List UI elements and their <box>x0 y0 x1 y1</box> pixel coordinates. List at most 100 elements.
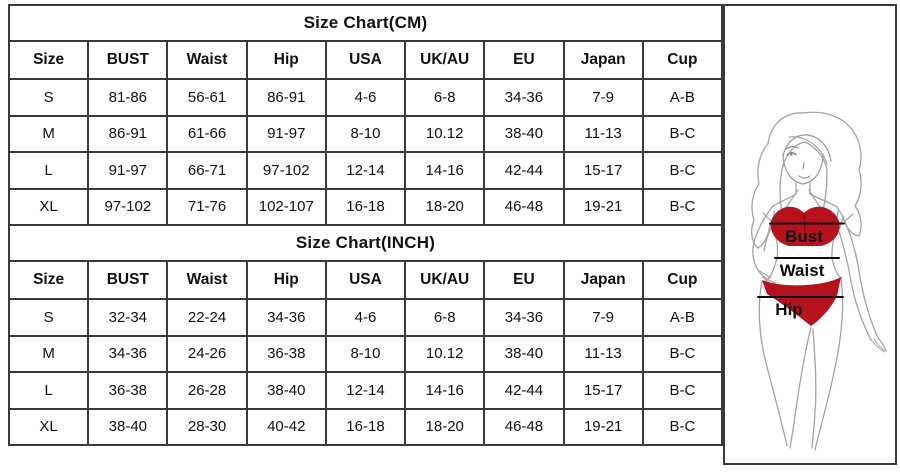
hip-label: Hip <box>775 300 802 319</box>
value-cell: 91-97 <box>245 114 327 153</box>
header-cell-waist: Waist <box>166 40 248 80</box>
value-cell: 97-102 <box>245 151 327 190</box>
size-cell: S <box>7 298 90 337</box>
value-cell: 26-28 <box>166 371 248 410</box>
table-row-l: L 36-38 26-28 38-40 12-14 14-16 42-44 15-17 B-C <box>7 371 724 410</box>
size-cell: M <box>7 334 90 373</box>
value-cell: 7-9 <box>562 78 644 117</box>
value-cell: 36-38 <box>245 334 327 373</box>
value-cell: 14-16 <box>404 371 486 410</box>
value-cell: 14-16 <box>404 151 486 190</box>
value-cell: A-B <box>641 298 724 337</box>
value-cell: 32-34 <box>87 298 169 337</box>
woman-figure-illustration: Bust Waist Hip <box>751 111 887 451</box>
size-cell: M <box>7 114 90 153</box>
value-cell: B-C <box>641 151 724 190</box>
value-cell: 16-18 <box>324 407 407 446</box>
value-cell: 12-14 <box>324 371 407 410</box>
value-cell: 8-10 <box>324 114 407 153</box>
value-cell: B-C <box>641 187 724 226</box>
value-cell: 15-17 <box>562 151 644 190</box>
value-cell: 34-36 <box>245 298 327 337</box>
inch-table-body: S 32-34 22-24 34-36 4-6 6-8 34-36 7-9 A-B M 34-36 2… <box>7 298 724 446</box>
bikini-top: Bust <box>762 189 854 246</box>
value-cell: 40-42 <box>245 407 327 446</box>
value-cell: B-C <box>641 407 724 446</box>
value-cell: 18-20 <box>404 407 486 446</box>
value-cell: 56-61 <box>166 78 248 117</box>
value-cell: B-C <box>641 334 724 373</box>
header-cell-usa: USA <box>324 260 407 300</box>
cm-table-body: S 81-86 56-61 86-91 4-6 6-8 34-36 7-9 A-B M 86-91 6… <box>7 78 724 226</box>
value-cell: 12-14 <box>324 151 407 190</box>
value-cell: 46-48 <box>483 187 565 226</box>
header-cell-hip: Hip <box>245 260 327 300</box>
inch-table-title: Size Chart(INCH) <box>8 224 723 262</box>
header-cell-japan: Japan <box>562 40 644 80</box>
value-cell: 86-91 <box>245 78 327 117</box>
value-cell: 38-40 <box>87 407 169 446</box>
value-cell: 36-38 <box>87 371 169 410</box>
cm-title-row: Size Chart(CM) <box>8 4 723 42</box>
value-cell: 4-6 <box>324 298 407 337</box>
size-cell: XL <box>7 187 90 226</box>
value-cell: 24-26 <box>166 334 248 373</box>
cm-header-row: Size BUST Waist Hip USA UK/AU EU Japan Cup <box>7 40 724 80</box>
header-cell-bust: BUST <box>87 40 169 80</box>
value-cell: 19-21 <box>562 407 644 446</box>
value-cell: 22-24 <box>166 298 248 337</box>
value-cell: 8-10 <box>324 334 407 373</box>
size-tables-area: Size Chart(CM) Size BUST Waist Hip USA UK/AU E… <box>7 4 724 446</box>
header-cell-size: Size <box>7 40 90 80</box>
cm-table-title: Size Chart(CM) <box>8 4 723 42</box>
value-cell: 6-8 <box>404 298 486 337</box>
value-cell: 16-18 <box>324 187 407 226</box>
value-cell: A-B <box>641 78 724 117</box>
value-cell: 7-9 <box>562 298 644 337</box>
value-cell: 66-71 <box>166 151 248 190</box>
value-cell: 19-21 <box>562 187 644 226</box>
value-cell: 10.12 <box>404 334 486 373</box>
size-chart-inch-table: Size Chart(INCH) Size BUST Waist Hip USA UK/A… <box>7 224 724 446</box>
size-cell: XL <box>7 407 90 446</box>
value-cell: 11-13 <box>562 114 644 153</box>
value-cell: 38-40 <box>483 114 565 153</box>
size-cell: L <box>7 151 90 190</box>
table-row-l: L 91-97 66-71 97-102 12-14 14-16 42-44 15-17 B-C <box>7 151 724 190</box>
waist-measure: Waist <box>774 257 840 280</box>
header-cell-cup: Cup <box>641 260 724 300</box>
bikini-bottom-shape <box>762 277 841 326</box>
value-cell: 28-30 <box>166 407 248 446</box>
value-cell: 71-76 <box>166 187 248 226</box>
value-cell: 38-40 <box>245 371 327 410</box>
value-cell: 34-36 <box>483 298 565 337</box>
inch-title-row: Size Chart(INCH) <box>8 224 723 262</box>
size-cell: L <box>7 371 90 410</box>
header-cell-eu: EU <box>483 260 565 300</box>
value-cell: 97-102 <box>87 187 169 226</box>
value-cell: 6-8 <box>404 78 486 117</box>
value-cell: 91-97 <box>87 151 169 190</box>
value-cell: 46-48 <box>483 407 565 446</box>
header-cell-waist: Waist <box>166 260 248 300</box>
header-cell-bust: BUST <box>87 260 169 300</box>
table-row-m: M 86-91 61-66 91-97 8-10 10.12 38-40 11-13 B-C <box>7 114 724 153</box>
inch-header-row: Size BUST Waist Hip USA UK/AU EU Japan Cup <box>7 260 724 300</box>
header-cell-cup: Cup <box>641 40 724 80</box>
value-cell: 18-20 <box>404 187 486 226</box>
value-cell: 81-86 <box>87 78 169 117</box>
bikini-bottom: Hip <box>757 277 844 326</box>
table-row-m: M 34-36 24-26 36-38 8-10 10.12 38-40 11-13 B-C <box>7 334 724 373</box>
value-cell: 34-36 <box>87 334 169 373</box>
value-cell: 42-44 <box>483 371 565 410</box>
size-chart-cm-table: Size Chart(CM) Size BUST Waist Hip USA UK/AU E… <box>7 4 724 226</box>
bust-label: Bust <box>785 227 823 246</box>
value-cell: B-C <box>641 371 724 410</box>
header-cell-eu: EU <box>483 40 565 80</box>
value-cell: B-C <box>641 114 724 153</box>
value-cell: 34-36 <box>483 78 565 117</box>
table-row-s: S 81-86 56-61 86-91 4-6 6-8 34-36 7-9 A-B <box>7 78 724 117</box>
value-cell: 10.12 <box>404 114 486 153</box>
header-cell-usa: USA <box>324 40 407 80</box>
